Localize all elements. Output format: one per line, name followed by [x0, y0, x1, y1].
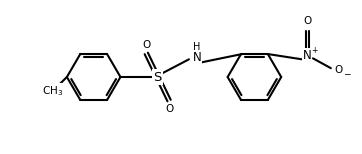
Text: H: H — [193, 42, 201, 52]
Text: +: + — [311, 46, 317, 55]
Text: S: S — [153, 71, 162, 83]
Text: O: O — [165, 105, 173, 114]
Text: O: O — [142, 40, 150, 49]
Text: CH$_3$: CH$_3$ — [42, 84, 64, 98]
Text: N: N — [303, 49, 311, 62]
Text: −: − — [343, 70, 350, 79]
Text: O: O — [303, 16, 311, 26]
Text: N: N — [193, 51, 201, 64]
Text: O: O — [335, 65, 343, 75]
